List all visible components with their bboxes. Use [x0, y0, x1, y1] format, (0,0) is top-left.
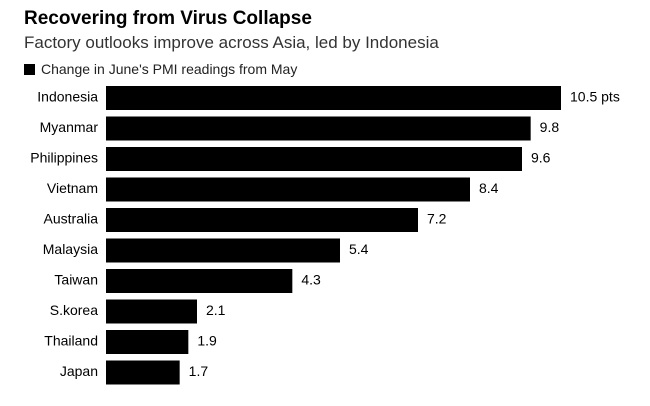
value-label: 5.4 [349, 241, 369, 257]
legend-swatch [24, 63, 35, 75]
value-label: 7.2 [427, 211, 447, 227]
value-label: 2.1 [206, 302, 226, 318]
category-label: Japan [60, 363, 98, 379]
legend-label: Change in June's PMI readings from May [41, 61, 298, 77]
value-label: 10.5 pts [570, 89, 620, 105]
value-label: 9.8 [540, 119, 560, 135]
chart-title: Recovering from Virus Collapse [24, 8, 312, 29]
value-label: 8.4 [479, 180, 499, 196]
bar [106, 177, 470, 202]
chart-legend: Change in June's PMI readings from May [24, 60, 297, 78]
category-label: Philippines [30, 150, 98, 166]
category-label: S.korea [50, 302, 98, 318]
value-label: 4.3 [301, 272, 321, 288]
category-label: Indonesia [37, 89, 98, 105]
bar [106, 269, 293, 293]
bar [106, 238, 340, 263]
category-label: Thailand [44, 333, 98, 349]
category-label: Taiwan [54, 272, 98, 288]
bar [106, 330, 189, 354]
bar [106, 86, 561, 110]
bar [106, 299, 197, 324]
bar [106, 208, 418, 232]
category-label: Vietnam [47, 180, 98, 196]
chart-subtitle: Factory outlooks improve across Asia, le… [24, 33, 439, 52]
value-label: 9.6 [531, 150, 551, 166]
value-label: 1.7 [189, 363, 209, 379]
category-label: Myanmar [40, 119, 99, 135]
bar [106, 116, 531, 141]
bar [106, 360, 180, 385]
category-label: Australia [44, 211, 99, 227]
bar [106, 147, 522, 171]
value-label: 1.9 [197, 333, 217, 349]
category-label: Malaysia [43, 241, 98, 257]
